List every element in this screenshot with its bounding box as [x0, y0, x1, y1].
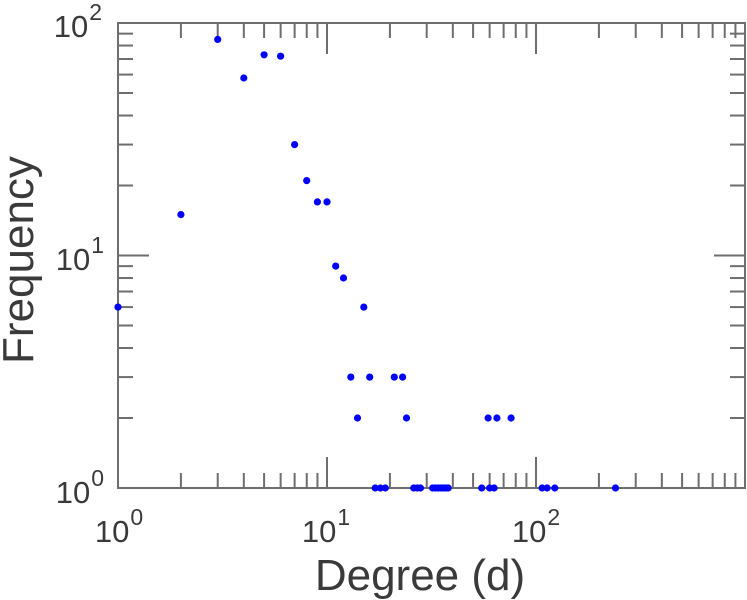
data-point [291, 141, 299, 149]
tick-exponent: 1 [337, 504, 351, 530]
data-point [114, 303, 122, 311]
data-point [399, 373, 407, 381]
data-point [478, 484, 486, 492]
data-point [444, 484, 452, 492]
tick-base: 10 [511, 514, 547, 549]
data-point [353, 414, 362, 422]
data-point [347, 373, 355, 381]
tick-exponent: 2 [547, 504, 561, 530]
x-tick-label-1: 100 [94, 506, 143, 549]
data-point [371, 484, 379, 492]
tick-base: 10 [55, 242, 91, 277]
x-tick-label-100: 102 [511, 506, 560, 549]
data-point [490, 484, 498, 492]
tick-exponent: 0 [91, 465, 104, 491]
x-axis-title: Degree (d) [314, 551, 526, 600]
data-point [332, 262, 340, 270]
tick-base: 10 [301, 514, 337, 549]
data-point [416, 484, 425, 492]
data-point [277, 52, 285, 60]
data-point [538, 484, 546, 492]
y-tick-label-100: 102 [53, 1, 102, 44]
x-tick-label-10: 101 [301, 506, 350, 549]
data-point [381, 484, 389, 492]
data-point [240, 74, 248, 82]
data-point [260, 51, 268, 59]
data-point [402, 414, 411, 422]
data-point [323, 198, 331, 206]
data-point [484, 414, 492, 422]
data-point [543, 484, 551, 492]
data-point [390, 373, 398, 381]
tick-base: 10 [94, 514, 130, 549]
axis-ticks [117, 22, 746, 489]
plot-border [117, 22, 746, 489]
y-axis-title: Frequency [0, 156, 43, 364]
data-point [177, 211, 185, 219]
data-point [493, 414, 501, 422]
data-point [339, 274, 348, 282]
tick-base: 10 [53, 9, 89, 44]
tick-exponent: 0 [130, 504, 144, 530]
data-point [214, 35, 222, 44]
data-point [303, 177, 311, 185]
data-point [611, 484, 620, 492]
data-point [366, 373, 374, 381]
tick-exponent: 1 [91, 232, 104, 258]
y-tick-label-10: 101 [55, 234, 104, 277]
data-point [507, 414, 515, 422]
data-point [360, 303, 368, 311]
data-point [551, 484, 559, 492]
tick-base: 10 [55, 475, 91, 510]
data-point [313, 198, 321, 206]
scatter-series [114, 35, 620, 492]
tick-exponent: 2 [89, 0, 102, 25]
y-tick-label-1: 100 [55, 467, 104, 510]
